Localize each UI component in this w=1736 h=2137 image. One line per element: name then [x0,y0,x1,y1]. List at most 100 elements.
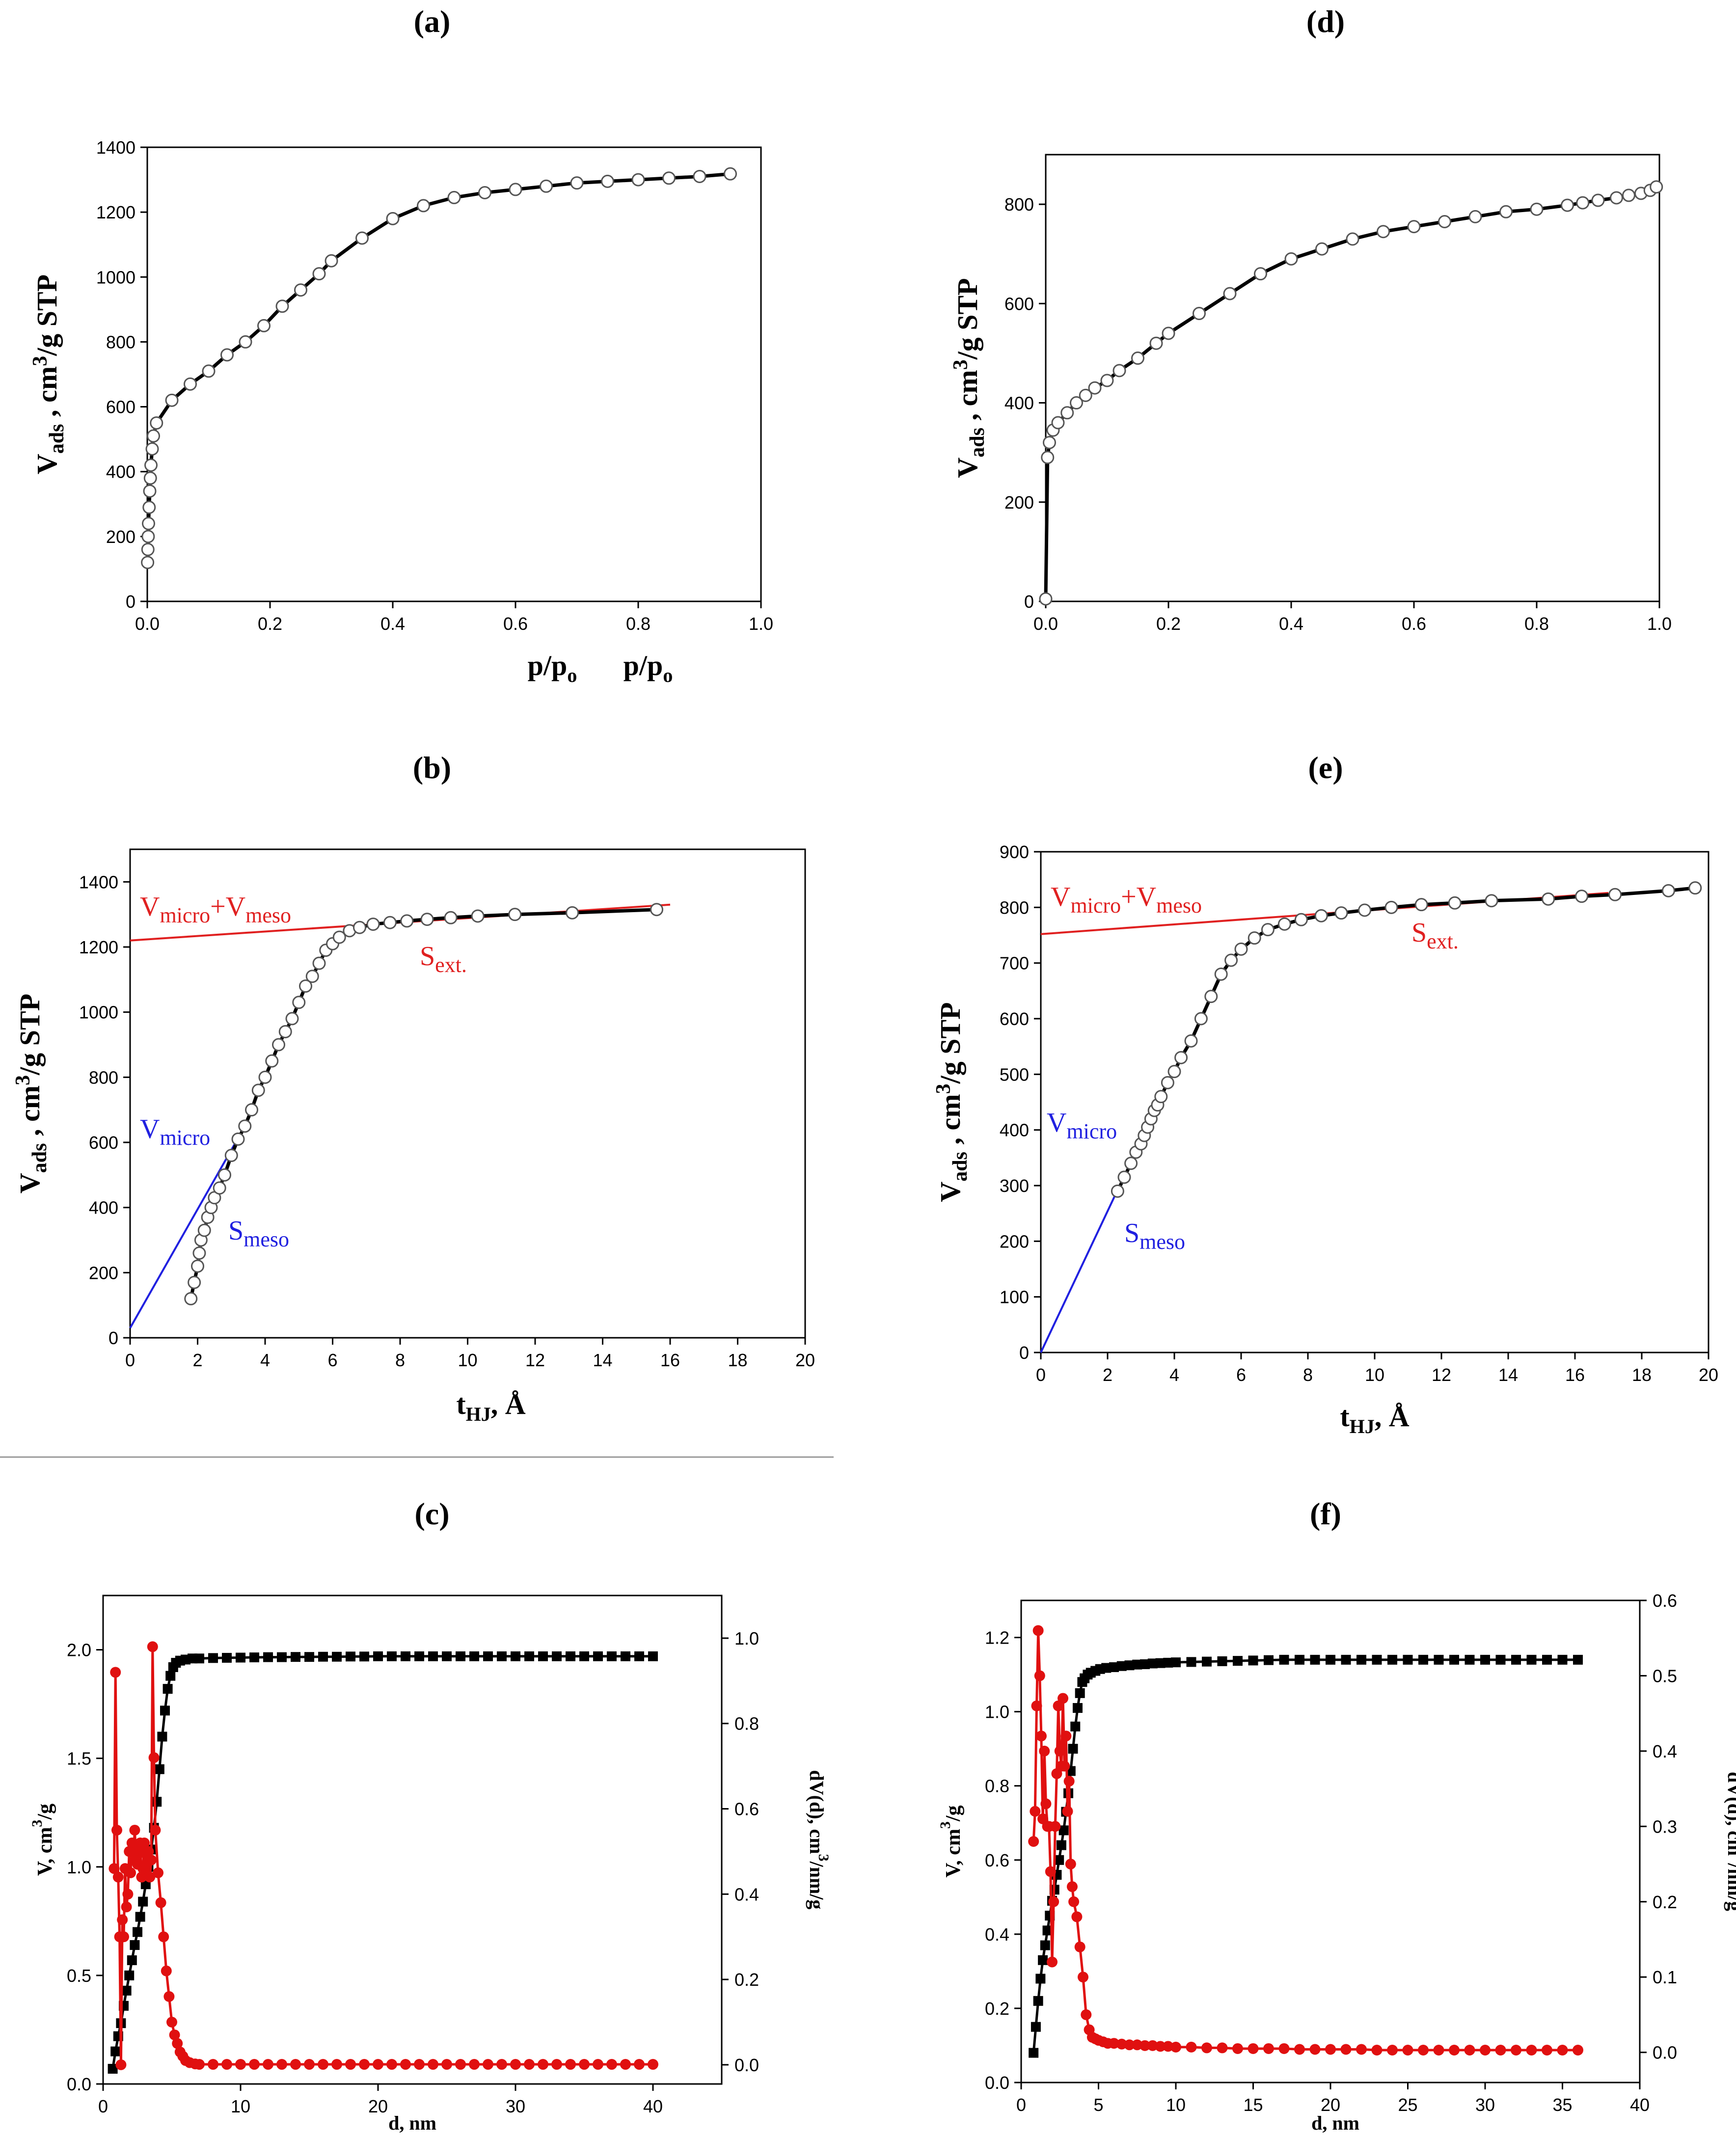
data-point [1054,1745,1065,1757]
data-point [1254,267,1267,281]
data-point [108,2064,118,2074]
data-point [634,2059,645,2070]
data-point [1194,1012,1208,1026]
x-tick-label: 16 [1565,1365,1585,1385]
data-point [1499,205,1513,218]
data-point [139,1838,150,1849]
y2-tick-label: 0.0 [734,2055,759,2075]
data-point [1325,2044,1336,2055]
data-point [1464,2045,1475,2056]
data-point [129,1824,140,1836]
data-point [184,377,197,391]
data-point [414,2059,425,2070]
data-point [263,1652,273,1662]
data-point [386,212,400,225]
data-point [169,2029,180,2041]
data-point [325,254,338,268]
y-tick-label: 2.0 [67,1640,91,1660]
data-point [1060,1731,1072,1742]
data-point [359,1651,369,1662]
data-point [483,1651,493,1661]
data-point [130,1940,140,1950]
data-point [1186,1657,1196,1667]
data-point [331,2059,342,2070]
y2-label-sup: 3 [1734,1856,1736,1863]
y2-tick-label: 0.4 [734,1884,759,1904]
data-point [1042,1925,1053,1936]
annotation-sub: ext. [435,953,467,977]
data-point [1034,1670,1045,1681]
data-point [620,2059,631,2070]
y2-tick-label: 0.2 [1653,1892,1677,1912]
plot-frame [1020,1599,1641,2083]
data-point [1356,2044,1367,2055]
y-label-sup: 3 [937,1821,953,1829]
data-point [1314,909,1328,922]
y-label-sup: 3 [12,1075,34,1085]
y-tick-label: 500 [1000,1064,1029,1084]
data-point [118,1931,129,1943]
y2-label-end: /nm/g [1724,1863,1736,1911]
data-point [1171,1657,1181,1668]
data-point [1248,2043,1259,2054]
data-point [165,393,179,407]
annotation-blue-v: Vmicro [1047,1108,1117,1143]
data-point [121,1901,132,1913]
data-point [471,909,485,923]
y2-tick-label: 0.8 [734,1714,759,1734]
x-tick-label: 10 [231,2096,250,2116]
data-point [150,1824,161,1836]
data-point [1449,2045,1460,2056]
data-point [158,1931,169,1943]
x-tick-label: 4 [260,1350,270,1370]
data-point [143,471,157,485]
x-tick-label: 5 [1093,2095,1103,2115]
data-point [154,1764,164,1774]
data-point [1526,1654,1537,1665]
data-point [428,2059,438,2070]
y-label-end: /g [942,1805,965,1822]
y-axis-label: Vads , cm3/g STP [12,994,51,1193]
x-label-main: t [456,1388,466,1420]
data-point [1163,1657,1173,1668]
y-tick-label: 800 [1000,897,1029,918]
data-point [1511,2045,1521,2056]
y-label-main: V [951,458,983,478]
data-point [1356,1654,1366,1665]
data-point [1310,1654,1320,1665]
data-point [444,911,458,924]
data-point [593,1651,603,1661]
data-point [1495,2045,1506,2056]
data-point [133,1927,142,1937]
data-point [202,364,216,378]
y-tick-label: 200 [89,1263,118,1283]
x-axis-label: d, nm [1311,2112,1359,2134]
data-point [1030,1806,1041,1817]
data-point [318,2059,328,2070]
annotation-main: S [420,941,435,972]
data-point [579,1651,589,1661]
chart-panel-e: (e)0 2 4 6 8 10 12 14 16 18 2001002003004005006007… [932,750,1718,1437]
y-tick-label: 0.4 [985,1924,1009,1945]
x-tick-label: 6 [327,1350,337,1370]
y-tick-label: 700 [1000,953,1029,974]
data-point [318,1651,328,1662]
data-point [122,1889,134,1900]
data-point [277,1652,287,1662]
data-point [1224,953,1238,967]
data-point [285,1012,299,1026]
data-point [1066,1881,1078,1893]
data-point [648,2059,658,2070]
data-point [194,1653,204,1664]
x-tick-label: 10 [1166,2095,1186,2115]
x-label-main: p/p [624,649,663,681]
data-point [648,1651,658,1661]
y-tick-label: 0.0 [985,2073,1009,2093]
data-point [1149,336,1163,350]
data-point [420,913,434,926]
y-label-sub: ads [46,424,68,454]
plot-frame [1045,154,1660,602]
data-point [224,1149,238,1163]
data-point [163,1991,175,2002]
y-label-rest: , cm [31,366,63,424]
